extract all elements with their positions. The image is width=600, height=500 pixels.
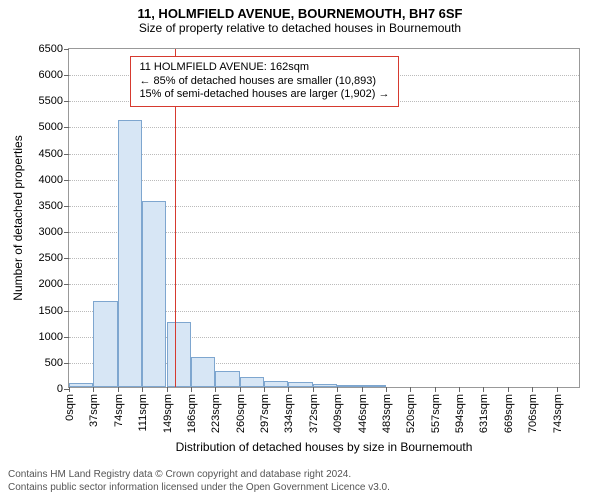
histogram-bar <box>215 371 239 387</box>
xtick-label: 111sqm <box>135 394 149 432</box>
xtick-label: 37sqm <box>86 394 100 427</box>
xtick-mark <box>142 387 143 392</box>
xtick-label: 706sqm <box>525 394 539 433</box>
xtick-label: 446sqm <box>355 394 369 433</box>
xtick-label: 669sqm <box>501 394 515 433</box>
chart-title-line2: Size of property relative to detached ho… <box>0 21 600 35</box>
annotation-line: 15% of semi-detached houses are larger (… <box>139 88 389 102</box>
ytick-label: 6500 <box>39 43 69 55</box>
chart-title-line1: 11, HOLMFIELD AVENUE, BOURNEMOUTH, BH7 6… <box>0 6 600 21</box>
property-size-histogram: 11, HOLMFIELD AVENUE, BOURNEMOUTH, BH7 6… <box>0 0 600 500</box>
xtick-mark <box>410 387 411 392</box>
histogram-bar <box>69 383 93 387</box>
histogram-bar <box>313 384 337 387</box>
xtick-label: 483sqm <box>379 394 393 433</box>
xtick-mark <box>483 387 484 392</box>
xtick-mark <box>288 387 289 392</box>
xtick-mark <box>240 387 241 392</box>
footer-line: Contains public sector information licen… <box>8 482 390 495</box>
histogram-bar <box>142 201 166 387</box>
histogram-bar <box>240 377 264 387</box>
xtick-mark <box>69 387 70 392</box>
gridline <box>69 127 579 128</box>
xtick-mark <box>337 387 338 392</box>
xtick-mark <box>118 387 119 392</box>
xtick-label: 186sqm <box>184 394 198 433</box>
ytick-label: 5000 <box>39 121 69 133</box>
xtick-mark <box>264 387 265 392</box>
xtick-mark <box>508 387 509 392</box>
xtick-mark <box>167 387 168 392</box>
histogram-bar <box>288 382 312 387</box>
ytick-label: 3000 <box>39 226 69 238</box>
xtick-label: 149sqm <box>160 394 174 433</box>
ytick-label: 2000 <box>39 278 69 290</box>
ytick-label: 2500 <box>39 252 69 264</box>
gridline <box>69 154 579 155</box>
histogram-bar <box>167 322 191 387</box>
xtick-label: 520sqm <box>403 394 417 433</box>
xtick-label: 223sqm <box>208 394 222 433</box>
histogram-bar <box>264 381 288 387</box>
histogram-bar <box>118 120 142 387</box>
histogram-bar <box>362 385 386 387</box>
xtick-label: 557sqm <box>428 394 442 433</box>
title-block: 11, HOLMFIELD AVENUE, BOURNEMOUTH, BH7 6… <box>0 0 600 35</box>
ytick-label: 5500 <box>39 95 69 107</box>
xtick-label: 409sqm <box>330 394 344 433</box>
xtick-label: 631sqm <box>476 394 490 433</box>
footer-line: Contains HM Land Registry data © Crown c… <box>8 469 390 482</box>
annotation-line: 11 HOLMFIELD AVENUE: 162sqm <box>139 61 389 75</box>
xtick-mark <box>191 387 192 392</box>
ytick-label: 1500 <box>39 305 69 317</box>
ytick-label: 4000 <box>39 174 69 186</box>
xtick-label: 0sqm <box>62 394 76 421</box>
xtick-mark <box>215 387 216 392</box>
y-axis-label: Number of detached properties <box>11 135 25 300</box>
histogram-bar <box>337 385 361 387</box>
xtick-label: 743sqm <box>550 394 564 433</box>
histogram-bar <box>191 357 215 387</box>
annotation-line: ← 85% of detached houses are smaller (10… <box>139 75 389 89</box>
ytick-label: 1000 <box>39 331 69 343</box>
gridline <box>69 180 579 181</box>
xtick-label: 372sqm <box>306 394 320 433</box>
xtick-mark <box>362 387 363 392</box>
xtick-mark <box>459 387 460 392</box>
ytick-label: 6000 <box>39 69 69 81</box>
ytick-label: 500 <box>45 357 69 369</box>
ytick-label: 3500 <box>39 200 69 212</box>
xtick-mark <box>532 387 533 392</box>
xtick-mark <box>93 387 94 392</box>
footer-attribution: Contains HM Land Registry data © Crown c… <box>8 469 390 494</box>
histogram-bar <box>93 301 117 387</box>
xtick-label: 334sqm <box>281 394 295 433</box>
x-axis-label: Distribution of detached houses by size … <box>176 440 473 454</box>
plot-area: 0500100015002000250030003500400045005000… <box>68 48 580 388</box>
xtick-label: 260sqm <box>233 394 247 433</box>
xtick-mark <box>557 387 558 392</box>
annotation-box: 11 HOLMFIELD AVENUE: 162sqm← 85% of deta… <box>130 56 398 107</box>
ytick-label: 4500 <box>39 148 69 160</box>
xtick-label: 74sqm <box>111 394 125 427</box>
xtick-label: 594sqm <box>452 394 466 433</box>
xtick-mark <box>313 387 314 392</box>
xtick-label: 297sqm <box>257 394 271 433</box>
xtick-mark <box>386 387 387 392</box>
xtick-mark <box>435 387 436 392</box>
